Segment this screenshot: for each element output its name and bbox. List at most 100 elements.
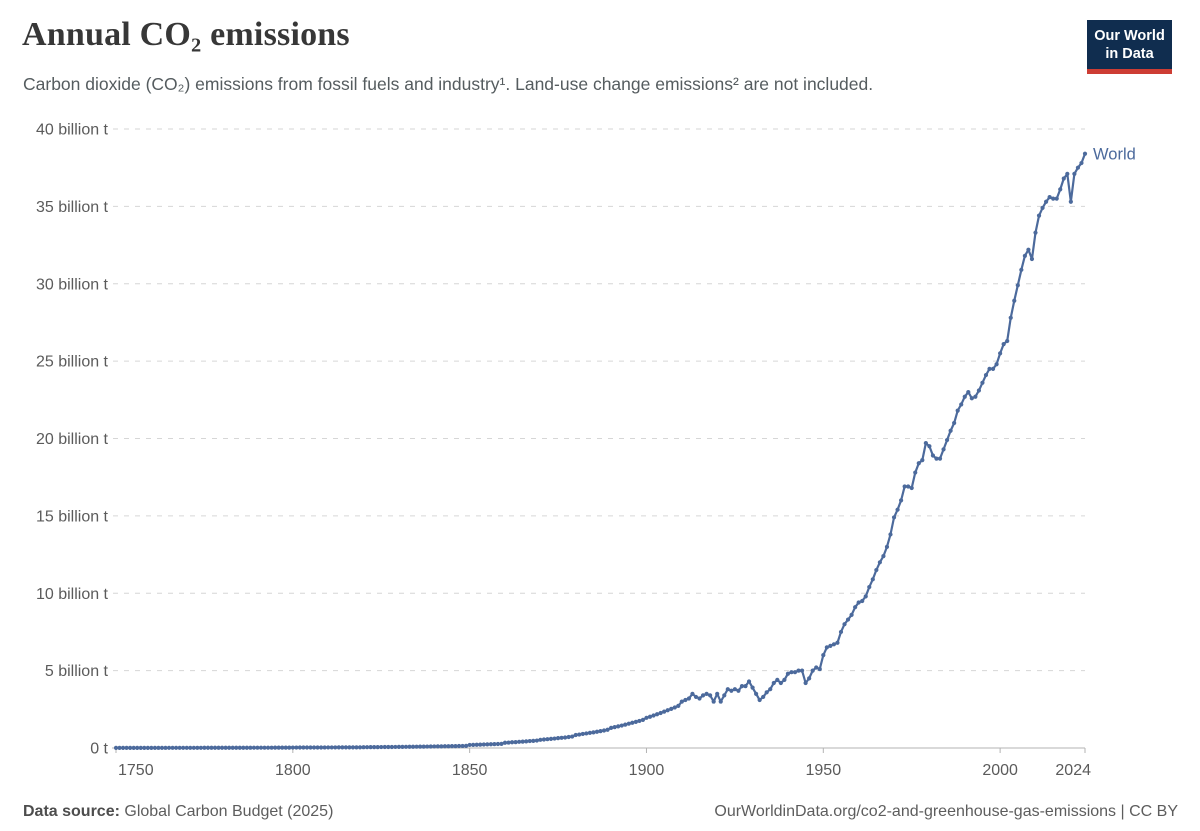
data-point[interactable]	[902, 484, 907, 489]
data-point[interactable]	[725, 687, 730, 692]
data-point[interactable]	[792, 670, 798, 675]
data-point[interactable]	[128, 745, 133, 750]
data-point[interactable]	[683, 697, 688, 703]
data-point[interactable]	[870, 577, 875, 582]
data-point[interactable]	[131, 745, 136, 750]
data-point[interactable]	[209, 745, 214, 750]
data-point[interactable]	[1051, 196, 1056, 201]
data-point[interactable]	[704, 691, 709, 696]
data-point[interactable]	[775, 677, 780, 683]
data-point[interactable]	[471, 742, 476, 747]
data-point[interactable]	[647, 714, 653, 719]
data-point[interactable]	[386, 744, 391, 750]
data-point[interactable]	[679, 699, 684, 704]
data-point[interactable]	[842, 622, 847, 627]
data-point[interactable]	[464, 743, 469, 749]
data-point[interactable]	[669, 706, 674, 711]
data-point[interactable]	[393, 744, 398, 750]
data-point[interactable]	[343, 745, 348, 750]
data-point[interactable]	[241, 745, 246, 750]
data-point[interactable]	[280, 745, 285, 750]
data-point[interactable]	[248, 745, 253, 750]
data-point[interactable]	[969, 396, 974, 401]
data-point[interactable]	[587, 730, 592, 735]
data-point[interactable]	[435, 744, 440, 749]
data-point[interactable]	[181, 745, 186, 750]
data-point[interactable]	[449, 744, 455, 749]
data-point[interactable]	[990, 366, 996, 371]
data-point[interactable]	[768, 687, 773, 692]
data-point[interactable]	[1082, 151, 1088, 156]
data-point[interactable]	[899, 498, 904, 503]
data-point[interactable]	[789, 670, 794, 675]
data-point[interactable]	[340, 745, 345, 750]
data-point[interactable]	[807, 676, 812, 681]
data-point[interactable]	[269, 745, 274, 750]
data-point[interactable]	[867, 584, 872, 590]
data-point[interactable]	[113, 745, 119, 750]
data-point[interactable]	[326, 745, 331, 750]
data-point[interactable]	[400, 744, 405, 749]
data-point[interactable]	[212, 745, 218, 750]
data-point[interactable]	[364, 745, 370, 750]
data-point[interactable]	[414, 744, 419, 749]
data-point[interactable]	[796, 668, 801, 673]
data-point[interactable]	[198, 745, 203, 750]
data-point[interactable]	[421, 744, 426, 749]
data-point[interactable]	[612, 725, 617, 730]
data-point[interactable]	[485, 742, 490, 747]
data-point[interactable]	[916, 461, 921, 466]
data-point[interactable]	[771, 680, 776, 686]
data-point[interactable]	[191, 745, 196, 750]
data-point[interactable]	[520, 739, 525, 744]
data-point[interactable]	[1022, 253, 1027, 258]
data-point[interactable]	[1026, 247, 1031, 252]
data-point[interactable]	[690, 691, 695, 696]
data-point[interactable]	[1065, 171, 1070, 176]
data-point[interactable]	[315, 745, 320, 750]
data-point[interactable]	[333, 745, 338, 750]
data-point[interactable]	[580, 731, 585, 737]
data-point[interactable]	[1044, 199, 1049, 204]
data-point[interactable]	[545, 737, 550, 742]
data-point[interactable]	[952, 420, 957, 426]
data-point[interactable]	[255, 745, 260, 750]
data-point[interactable]	[853, 605, 858, 610]
data-point[interactable]	[467, 742, 472, 748]
data-point[interactable]	[1008, 315, 1013, 320]
data-point[interactable]	[474, 742, 479, 747]
data-point[interactable]	[644, 715, 649, 720]
data-point[interactable]	[651, 713, 656, 718]
data-point[interactable]	[955, 408, 960, 413]
data-point[interactable]	[637, 718, 642, 724]
data-point[interactable]	[920, 458, 925, 463]
data-point[interactable]	[686, 696, 692, 701]
data-point[interactable]	[856, 600, 861, 605]
data-point[interactable]	[428, 744, 433, 749]
emissions-line[interactable]	[114, 152, 1087, 749]
data-point[interactable]	[591, 730, 596, 735]
data-point[interactable]	[785, 671, 791, 676]
data-source-value[interactable]: Global Carbon Budget (2025)	[124, 803, 334, 820]
data-point[interactable]	[120, 745, 126, 750]
data-point[interactable]	[432, 744, 437, 749]
data-point[interactable]	[927, 444, 932, 449]
data-point[interactable]	[609, 725, 614, 730]
data-point[interactable]	[453, 744, 458, 749]
data-point[interactable]	[700, 693, 706, 698]
data-point[interactable]	[962, 394, 967, 399]
data-point[interactable]	[1005, 338, 1010, 344]
data-point[interactable]	[1068, 199, 1073, 204]
data-point[interactable]	[357, 745, 363, 750]
data-point[interactable]	[1058, 187, 1063, 192]
data-point[interactable]	[354, 745, 359, 750]
data-point[interactable]	[739, 684, 745, 689]
data-point[interactable]	[934, 456, 939, 461]
data-point[interactable]	[502, 740, 508, 745]
data-point[interactable]	[541, 737, 547, 742]
data-point[interactable]	[845, 617, 851, 622]
data-point[interactable]	[1012, 298, 1017, 303]
data-point[interactable]	[831, 642, 837, 647]
data-point[interactable]	[715, 691, 720, 696]
data-point[interactable]	[658, 710, 663, 716]
